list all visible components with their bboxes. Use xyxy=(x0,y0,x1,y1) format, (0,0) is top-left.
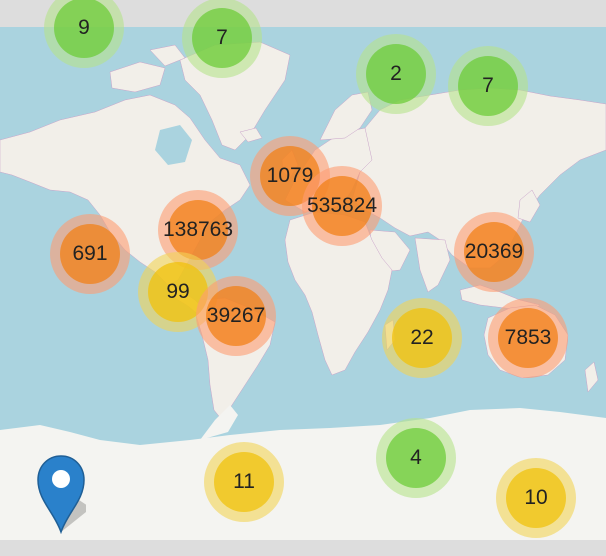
marker-cluster[interactable]: 10 xyxy=(496,458,576,538)
marker-cluster[interactable]: 535824 xyxy=(302,166,382,246)
cluster-count: 10 xyxy=(506,468,566,528)
cluster-count: 7 xyxy=(192,8,252,68)
cluster-count: 22 xyxy=(392,308,452,368)
antarctica xyxy=(0,408,606,540)
marker-cluster[interactable]: 691 xyxy=(50,214,130,294)
cluster-count: 11 xyxy=(214,452,274,512)
marker-cluster[interactable]: 9 xyxy=(44,0,124,68)
cluster-count: 39267 xyxy=(206,286,266,346)
marker-cluster[interactable]: 138763 xyxy=(158,190,238,270)
cluster-count: 2 xyxy=(366,44,426,104)
map-marker[interactable] xyxy=(36,454,91,539)
marker-cluster[interactable]: 39267 xyxy=(196,276,276,356)
marker-cluster[interactable]: 7 xyxy=(448,46,528,126)
cluster-count: 7 xyxy=(458,56,518,116)
cluster-count: 691 xyxy=(60,224,120,284)
marker-cluster[interactable]: 7 xyxy=(182,0,262,78)
cluster-count: 20369 xyxy=(464,222,524,282)
map-pin-icon xyxy=(37,455,91,535)
cluster-count: 4 xyxy=(386,428,446,488)
marker-cluster[interactable]: 20369 xyxy=(454,212,534,292)
cluster-count: 535824 xyxy=(307,176,377,236)
marker-cluster[interactable]: 4 xyxy=(376,418,456,498)
cluster-count: 9 xyxy=(54,0,114,58)
cluster-count: 7853 xyxy=(498,308,558,368)
marker-cluster[interactable]: 7853 xyxy=(488,298,568,378)
marker-cluster[interactable]: 11 xyxy=(204,442,284,522)
marker-cluster[interactable]: 22 xyxy=(382,298,462,378)
marker-cluster[interactable]: 2 xyxy=(356,34,436,114)
cluster-count: 138763 xyxy=(163,200,233,260)
